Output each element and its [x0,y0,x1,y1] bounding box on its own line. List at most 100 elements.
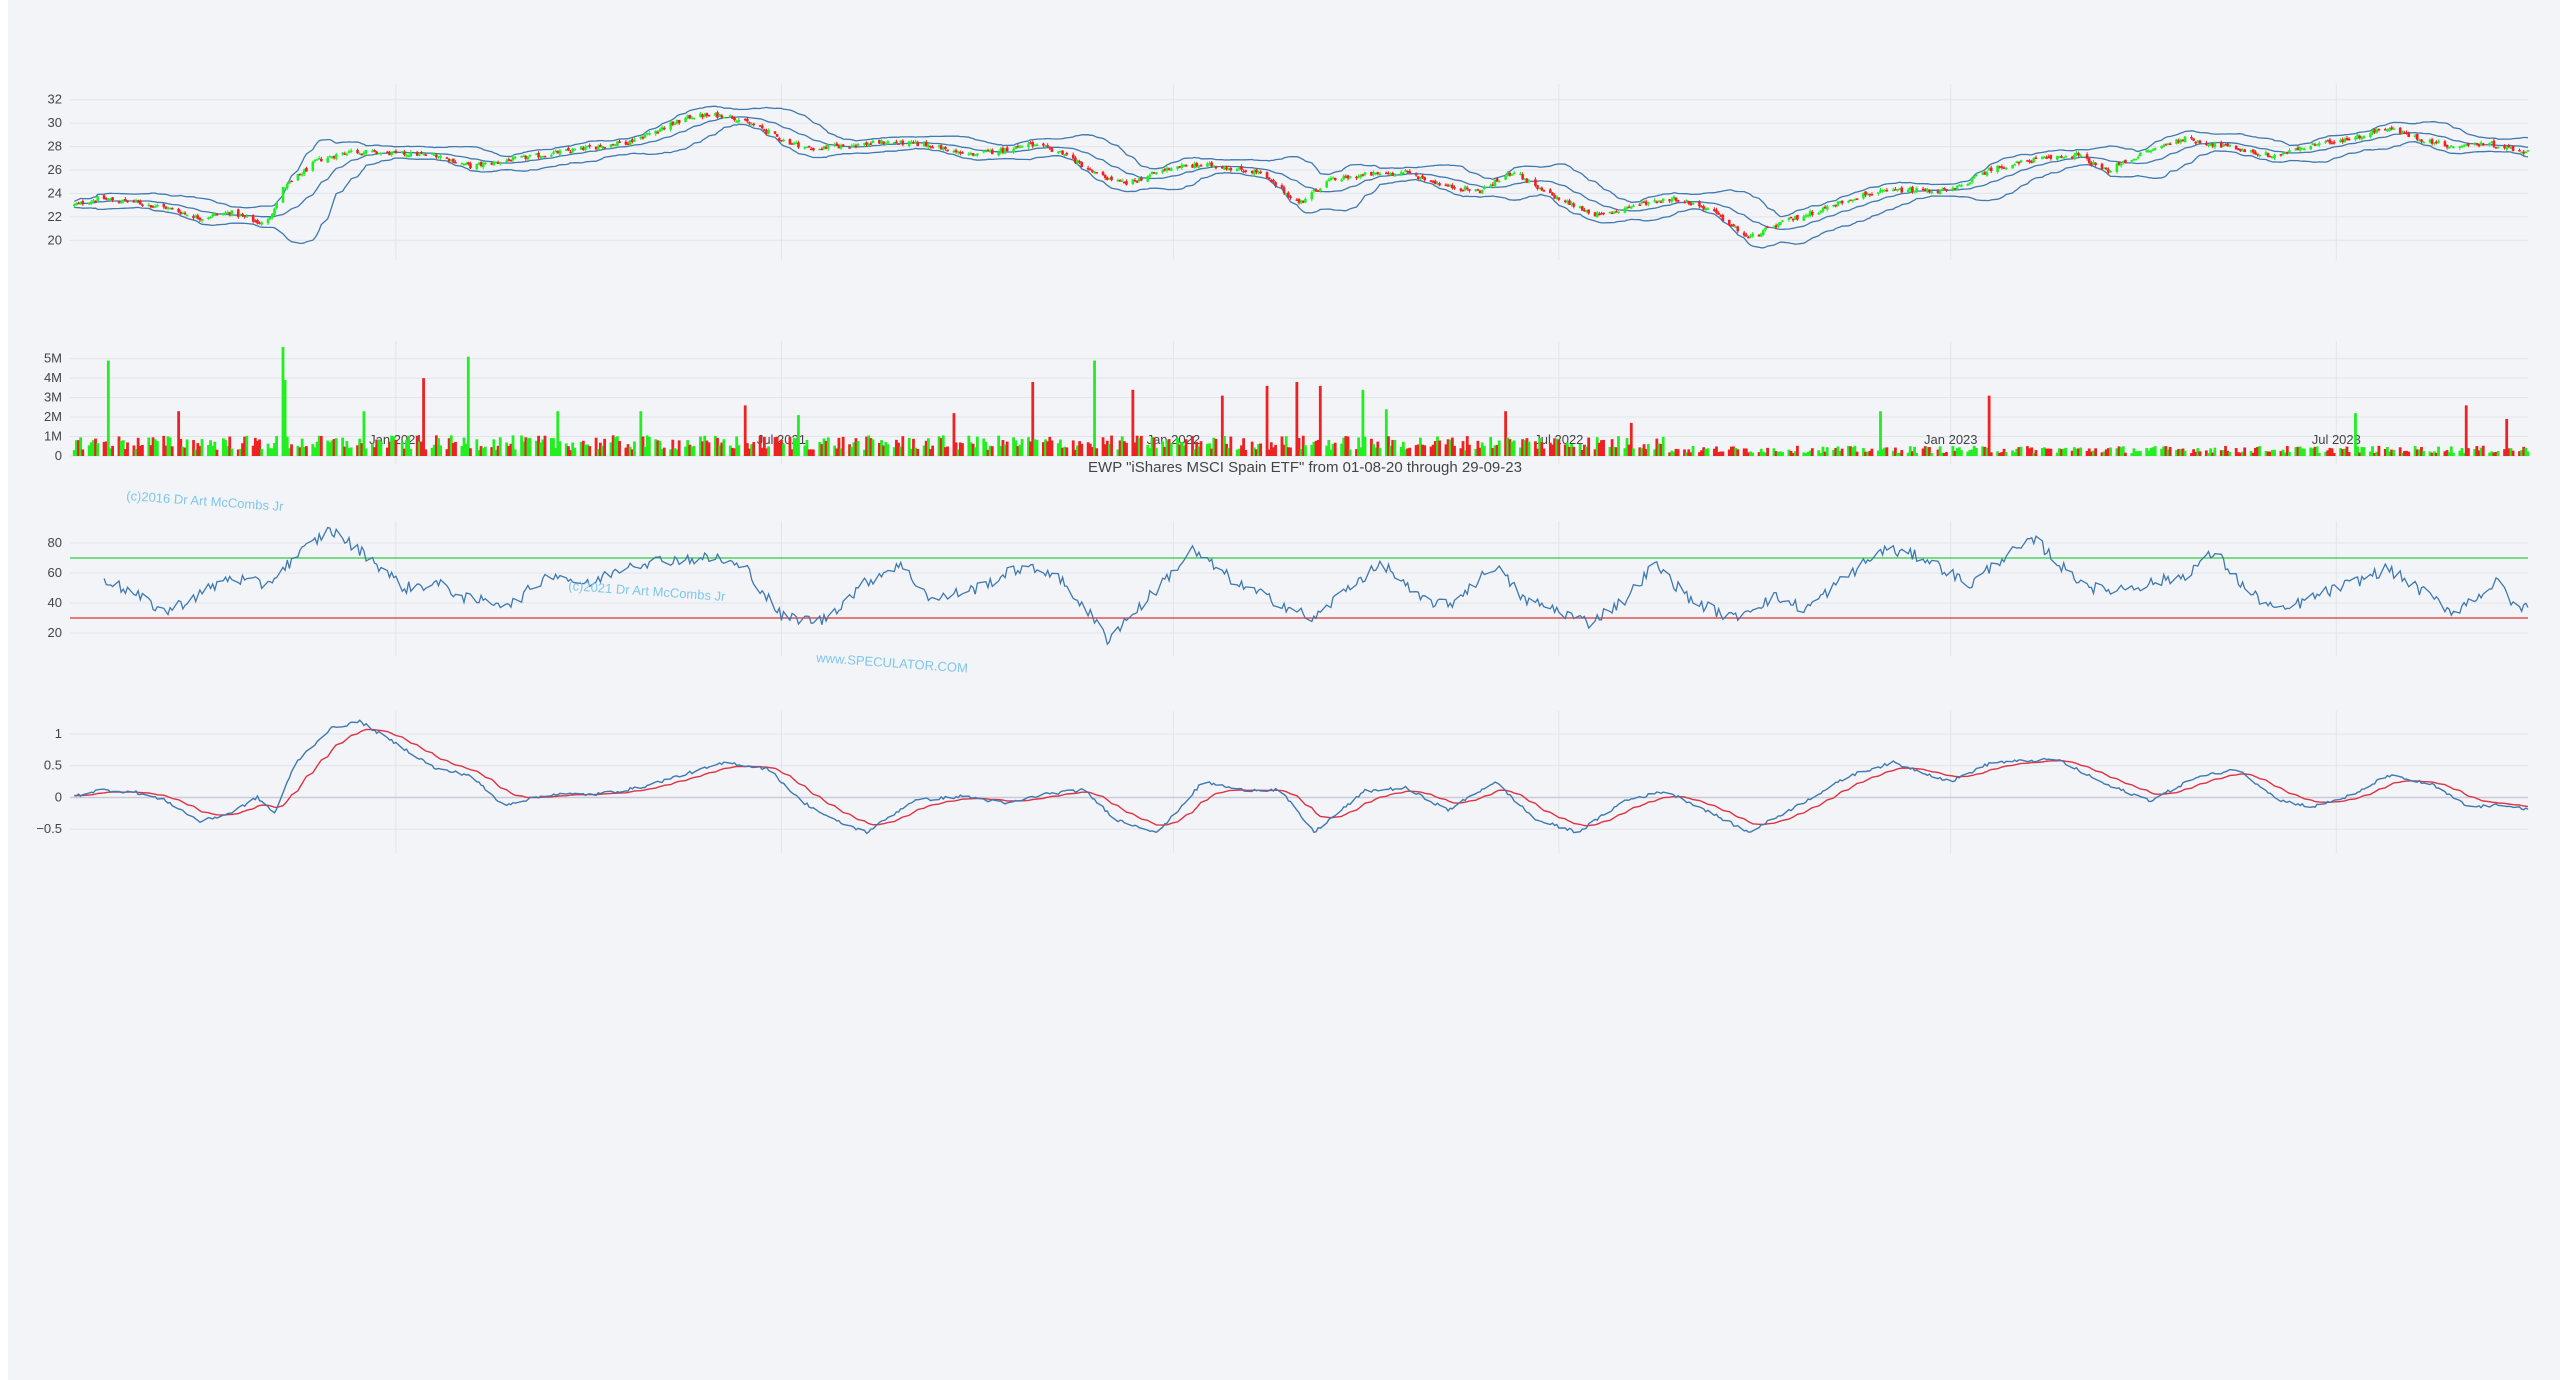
candle-body [1698,201,1701,207]
volume-bar [373,447,376,456]
candle-body [81,201,85,205]
candle-body [2526,150,2530,152]
candle-body [77,202,80,205]
volume-bar [1849,446,1853,456]
candle-body [1981,173,1985,175]
candle-body [2324,141,2327,143]
candle-body [2249,150,2253,152]
candle-body [1772,226,1776,229]
candle-body [481,163,485,168]
volume-bar [2102,451,2106,456]
candle-body [1661,198,1665,201]
candle-body [1448,184,1452,187]
volume-bar [1504,411,1508,456]
candle-body [1299,200,1303,204]
volume-bar [988,445,992,456]
candle-body [882,141,885,144]
candle-body [2473,142,2477,145]
candle-body [2386,129,2389,132]
candle-body [209,217,212,219]
candle-body [373,150,376,152]
candle-body [2075,152,2078,156]
candle-body [2415,134,2419,140]
candle-body [207,217,210,220]
candle-body [1757,234,1761,237]
candle-body [601,146,604,148]
candle-body [1150,171,1154,174]
volume-bar [2239,452,2242,456]
candle-body [1252,170,1256,175]
candle-body [660,127,664,131]
volume-bar [109,448,112,456]
candle-body [1370,171,1373,176]
candle-body [1297,199,1301,204]
volume-bar [1450,437,1454,456]
candle-body [260,222,263,225]
candle-body [256,219,259,224]
candle-body [1287,192,1290,198]
volume-bar [1101,437,1105,456]
candle-body [2043,156,2046,159]
candle-body [1493,179,1497,187]
volume-bar [1250,441,1254,456]
candle-body [1508,172,1512,176]
candle-body [141,204,144,206]
rsi-ytick-label: 80 [48,535,62,550]
volume-bar [1521,439,1525,456]
volume-bar [1255,449,1258,456]
candle-body [1885,190,1889,192]
candle-body [332,155,336,159]
volume-bar [1303,445,1307,456]
candle-body [648,133,651,135]
volume-bar [788,437,792,456]
volume-bar [1508,439,1512,456]
candle-body [2026,160,2029,162]
volume-bar [1280,436,1284,456]
volume-bar [245,435,249,456]
volume-bar [2000,452,2004,456]
candle-body [959,152,962,154]
candle-body [1346,175,1350,179]
candle-body [1046,145,1049,147]
volume-bar [1465,436,1469,456]
volume-bar [1453,445,1456,456]
candle-body [2339,140,2342,143]
candle-body [969,152,973,155]
candle-body [833,144,836,146]
candle-body [552,152,555,155]
candle-body [2002,167,2006,169]
volume-bar [1989,452,1993,456]
volume-bar [371,443,374,456]
candle-body [1310,192,1314,200]
candle-body [1280,185,1284,188]
volume-bar [2243,447,2247,456]
candle-body [594,146,598,150]
volume-bar [558,441,562,456]
candle-body [880,140,883,144]
volume-bar [155,441,159,456]
candle-body [1806,214,1810,217]
candle-body [2019,160,2023,163]
volume-bar [300,438,304,456]
volume-bar [586,444,589,456]
candle-body [2490,141,2494,144]
candle-body [1229,167,1233,171]
candle-body [1653,200,1657,202]
candle-body [2437,140,2440,143]
candle-body [2268,155,2272,158]
candle-body [1970,177,1974,183]
candle-body [1849,199,1852,202]
volume-bar [1286,447,1290,456]
volume-bar [1312,441,1316,456]
volume-bar [539,442,543,456]
candle-body [1762,229,1765,235]
candle-body [1086,167,1090,170]
volume-bar [688,444,692,456]
volume-bar [2026,446,2029,456]
candle-body [1900,187,1904,193]
candle-body [701,114,704,118]
volume-bar [745,443,749,456]
candle-body [1125,181,1128,185]
volume-bar [215,449,219,456]
volume-bar [1146,444,1150,456]
